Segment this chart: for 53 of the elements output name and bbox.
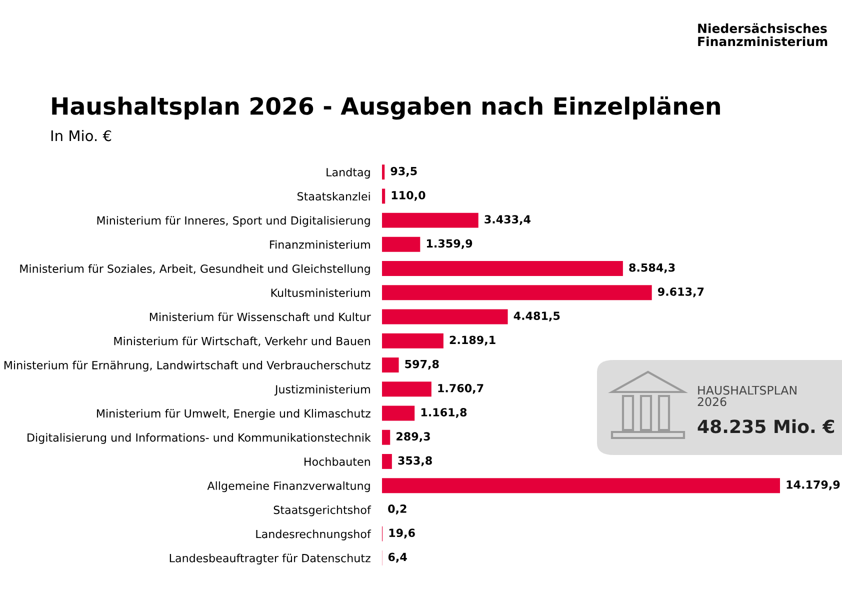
y-tick-label: Landesbeauftragter für Datenschutz: [170, 554, 370, 564]
y-tick-label: Justizministerium: [274, 384, 370, 396]
data-label: 4.481,5: [514, 312, 560, 322]
data-label: 19,6: [389, 528, 415, 538]
bar: [382, 188, 386, 204]
data-label: 110,0: [392, 190, 426, 201]
data-label: 9.613,7: [658, 287, 704, 298]
y-tick-label: Ministerium für Soziales, Arbeit, Gesundheit und Gleichstellung: [20, 264, 370, 276]
bar: [382, 212, 478, 228]
bar: [382, 382, 432, 397]
data-label: 2.189,1: [450, 336, 496, 346]
data-label: 93,5: [390, 166, 417, 177]
chart-title: Haushaltsplan 2026 - Ausgaben nach Einzelplänen: [52, 96, 720, 120]
bar: [382, 236, 420, 252]
bar: [382, 333, 444, 348]
data-label: 1.359,9: [426, 239, 472, 250]
data-label: 0,2: [388, 504, 406, 514]
bar: [382, 406, 415, 421]
data-label: 6,4: [388, 552, 407, 563]
data-label: 353,8: [398, 456, 432, 466]
text: In Mio. €: [51, 130, 112, 142]
data-label: 8.584,3: [629, 263, 675, 274]
text: Niedersächsisches Finanzministerium: [698, 23, 828, 46]
bar: [382, 430, 390, 445]
data-label: 597,8: [405, 360, 439, 370]
bar: [382, 261, 623, 276]
y-tick-label: Ministerium für Umwelt, Energie und Klimaschutz: [97, 409, 370, 420]
bar: [382, 358, 399, 372]
y-tick-label: Landesrechnungshof: [256, 530, 372, 540]
y-tick-label: Ministerium für Wissenschaft und Kultur: [150, 312, 371, 322]
y-tick-label: Kultusministerium: [271, 288, 370, 298]
y-tick-label: Finanzministerium: [270, 240, 370, 249]
y-tick-label: Digitalisierung und Informations- und Kommunikationstechnik: [28, 433, 371, 444]
y-tick-label: Landtag: [326, 168, 370, 179]
bar: [382, 309, 508, 324]
y-tick-label: Ministerium für Wirtschaft, Verkehr und Bauen: [114, 336, 370, 346]
annotation: 48.235 Mio. €: [698, 419, 834, 434]
data-label: 3.433,4: [484, 215, 531, 225]
y-tick-label: Ministerium für Ernährung, Landwirtschaft und Verbraucherschutz: [4, 360, 370, 372]
data-label: 14.179,9: [786, 480, 840, 490]
bar: [382, 478, 780, 494]
data-label: 1.760,7: [438, 384, 484, 394]
annotation: HAUSHALTSPLAN 2026: [698, 386, 796, 406]
bar: [382, 454, 392, 469]
y-tick-label: Hochbauten: [304, 457, 370, 466]
y-tick-label: Staatsgerichtshof: [274, 505, 372, 516]
y-tick-label: Ministerium für Inneres, Sport und Digitalisierung: [97, 216, 370, 227]
y-tick-label: Staatskanzlei: [298, 192, 370, 201]
data-label: 1.161,8: [421, 408, 467, 418]
bar: [382, 285, 652, 300]
y-tick-label: Allgemeine Finanzverwaltung: [207, 481, 370, 492]
data-label: 289,3: [396, 432, 430, 442]
bar: [382, 164, 385, 180]
